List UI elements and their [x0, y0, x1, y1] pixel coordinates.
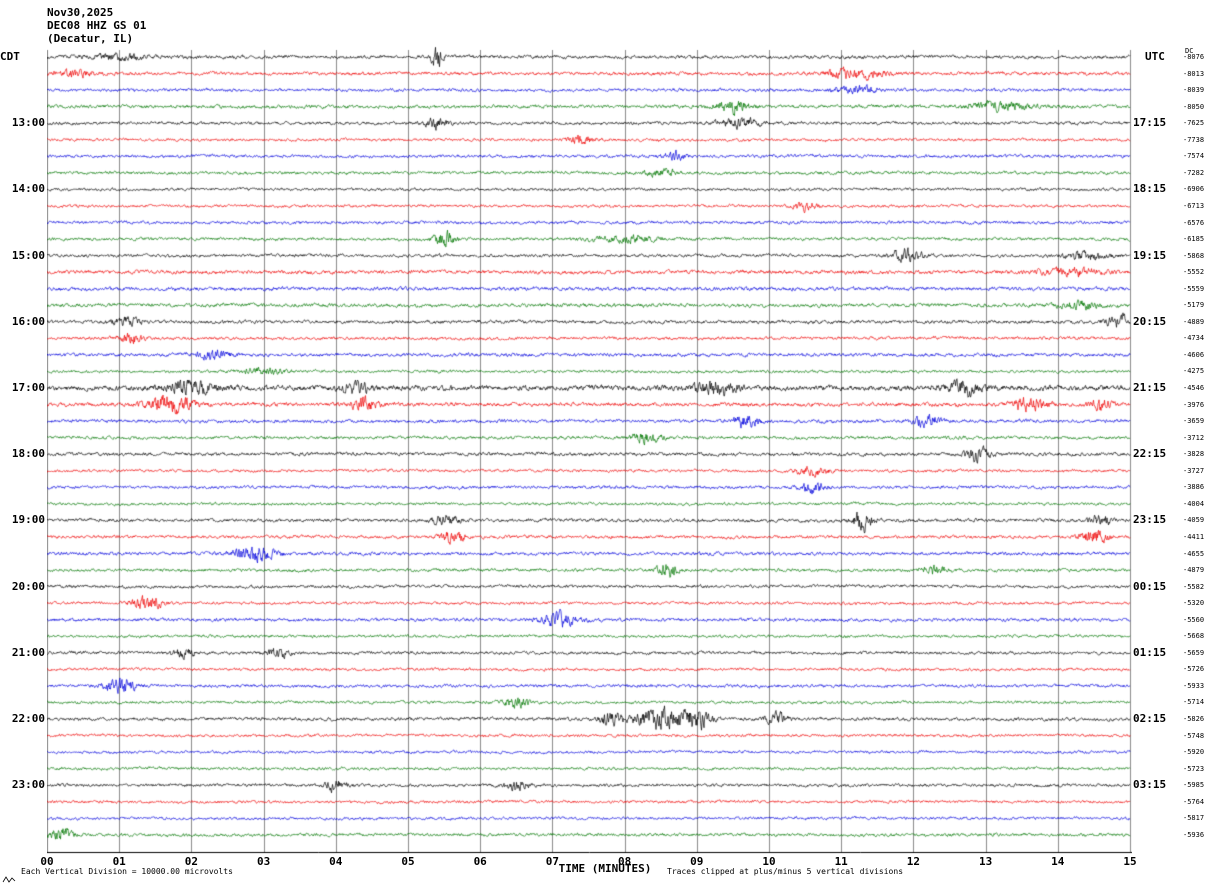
x-tick-label: 02: [184, 855, 199, 868]
left-hour-label: 19:00: [11, 513, 45, 527]
dc-value: -4411: [1183, 532, 1205, 541]
dc-value: -4004: [1183, 499, 1205, 508]
right-hour-label: 01:15: [1133, 645, 1167, 659]
dc-value: -4655: [1183, 549, 1205, 558]
x-tick-label: 07: [545, 855, 560, 868]
left-hour-label: 16:00: [11, 314, 45, 328]
helicorder-plot: [47, 35, 1132, 854]
dc-value: -4734: [1183, 334, 1205, 343]
x-tick-label: 03: [256, 855, 271, 868]
dc-value: -5320: [1183, 599, 1205, 608]
right-hour-label: 20:15: [1133, 314, 1167, 328]
x-tick-label: 10: [762, 855, 776, 868]
left-hour-label: 23:00: [11, 778, 45, 792]
dc-value: -5920: [1183, 748, 1205, 757]
dc-value: -5559: [1183, 284, 1205, 293]
dc-value: -8013: [1183, 69, 1205, 78]
dc-value: -3727: [1183, 466, 1205, 475]
x-tick-label: 15: [1123, 855, 1137, 868]
x-tick-label: 08: [617, 855, 632, 868]
dc-value: -5933: [1183, 681, 1205, 690]
title-station: DEC08 HHZ GS 01: [47, 19, 147, 32]
scale-note: Each Vertical Division = 10000.00 microv…: [21, 867, 233, 876]
dc-value: -5985: [1183, 781, 1205, 790]
x-tick-label: 13: [978, 855, 993, 868]
dc-value: -5826: [1183, 715, 1205, 723]
dc-value: -4606: [1183, 350, 1205, 359]
dc-column-header: DC: [1185, 47, 1194, 55]
left-hour-label: 18:00: [11, 447, 45, 461]
dc-value: -5868: [1183, 251, 1205, 260]
dc-value: -7282: [1183, 168, 1205, 177]
dc-value: -5659: [1183, 648, 1205, 657]
x-tick-label: 04: [329, 855, 343, 868]
dc-value: -5668: [1183, 632, 1205, 641]
x-tick-label: 09: [690, 855, 704, 868]
right-timezone-label: UTC: [1145, 50, 1165, 63]
dc-value: -5748: [1183, 731, 1205, 740]
dc-value: -5723: [1183, 764, 1205, 773]
x-tick-label: 11: [834, 855, 848, 868]
dc-value: -6906: [1183, 185, 1205, 194]
dc-value: -5817: [1183, 814, 1205, 823]
left-hour-label: 13:00: [11, 116, 45, 130]
dc-value: -4889: [1183, 317, 1205, 326]
dc-value: -3886: [1183, 483, 1205, 492]
left-timezone-label: CDT: [0, 50, 20, 63]
dc-value: -3976: [1183, 400, 1205, 409]
left-hour-label: 14:00: [11, 182, 45, 196]
right-hour-label: 03:15: [1133, 778, 1167, 792]
left-hour-label: 15:00: [11, 248, 45, 262]
x-axis-title: TIME (MINUTES): [558, 862, 652, 875]
dc-value: -5582: [1183, 582, 1205, 591]
right-hour-label: 02:15: [1133, 712, 1167, 725]
right-hour-label: 18:15: [1133, 182, 1167, 196]
dc-value: -8039: [1183, 86, 1205, 95]
dc-value: -5179: [1183, 301, 1205, 310]
right-hour-label: 23:15: [1133, 513, 1167, 527]
dc-value: -4879: [1183, 566, 1205, 575]
dc-value: -5764: [1183, 797, 1205, 806]
dc-value: -4275: [1183, 367, 1205, 376]
dc-value: -5714: [1183, 698, 1205, 707]
dc-value: -4059: [1183, 516, 1205, 525]
dc-value: -7738: [1183, 135, 1205, 144]
dc-value: -3659: [1183, 417, 1205, 426]
dc-value: -4546: [1183, 384, 1205, 392]
dc-value: -5726: [1183, 665, 1205, 674]
dc-value: -6185: [1183, 235, 1205, 244]
left-hour-label: 22:00: [11, 712, 45, 725]
left-hour-label: 17:00: [11, 381, 45, 394]
corner-squiggle-icon: [2, 876, 16, 883]
dc-value: -7574: [1183, 152, 1205, 161]
right-hour-label: 17:15: [1133, 116, 1167, 130]
left-hour-label: 21:00: [11, 645, 45, 659]
right-hour-label: 22:15: [1133, 447, 1167, 461]
x-tick-label: 14: [1051, 855, 1065, 868]
dc-value: -8076: [1183, 53, 1205, 61]
right-hour-label: 21:15: [1133, 381, 1167, 394]
right-hour-label: 19:15: [1133, 248, 1167, 262]
dc-value: -6576: [1183, 218, 1205, 227]
x-tick-label: 00: [40, 855, 54, 868]
dc-value: -6713: [1183, 201, 1205, 210]
dc-value: -5936: [1183, 830, 1205, 839]
clip-note: Traces clipped at plus/minus 5 vertical …: [667, 867, 904, 876]
dc-value: -3828: [1183, 450, 1205, 459]
x-tick-label: 05: [401, 855, 415, 868]
left-hour-label: 20:00: [11, 579, 45, 593]
x-tick-label: 12: [906, 855, 921, 868]
dc-value: -5552: [1183, 268, 1205, 277]
right-hour-label: 00:15: [1133, 579, 1167, 593]
dc-value: -3712: [1183, 433, 1205, 442]
dc-value: -7625: [1183, 119, 1205, 128]
x-tick-label: 01: [112, 855, 126, 868]
title-date: Nov30,2025: [47, 6, 114, 19]
x-tick-label: 06: [473, 855, 487, 868]
dc-value: -5560: [1183, 615, 1205, 624]
dc-value: -8050: [1183, 102, 1205, 111]
